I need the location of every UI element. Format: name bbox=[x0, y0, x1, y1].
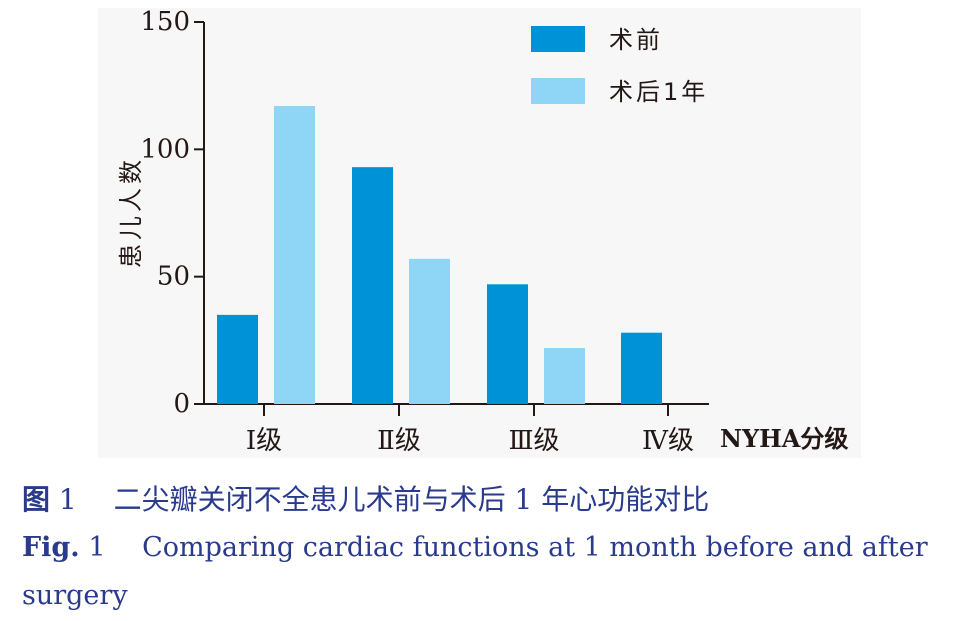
caption-en-text: Comparing cardiac functions at 1 month b… bbox=[22, 532, 928, 611]
caption-cn-text: 二尖瓣关闭不全患儿术前与术后 1 年心功能对比 bbox=[113, 483, 710, 516]
bar-preop-1 bbox=[352, 167, 393, 404]
bars bbox=[217, 106, 662, 404]
bar-preop-2 bbox=[487, 284, 528, 404]
bar-postop-2 bbox=[544, 347, 585, 404]
x-axis-label: NYHA分级 bbox=[720, 424, 848, 453]
caption-english: Fig. 1 Comparing cardiac functions at 1 … bbox=[22, 524, 952, 620]
figure-caption: 图 1 二尖瓣关闭不全患儿术前与术后 1 年心功能对比 Fig. 1 Compa… bbox=[22, 476, 952, 620]
caption-en-number: 1 bbox=[88, 532, 106, 563]
x-tick-label: Ⅱ级 bbox=[377, 426, 421, 456]
y-ticks: 0 50 100 150 bbox=[140, 7, 204, 419]
bar-postop-1 bbox=[409, 258, 450, 404]
bar-preop-3 bbox=[621, 332, 662, 404]
caption-en-label: Fig. bbox=[22, 532, 80, 563]
bar-preop-0 bbox=[217, 314, 258, 404]
x-tick-label: Ⅰ级 bbox=[246, 426, 282, 456]
y-tick-label: 100 bbox=[140, 134, 190, 164]
caption-cn-label: 图 bbox=[22, 483, 51, 516]
caption-cn-number: 1 bbox=[58, 483, 77, 516]
y-tick-label: 150 bbox=[140, 7, 190, 37]
legend-swatch bbox=[531, 26, 585, 52]
y-axis-label: 患儿人数 bbox=[117, 156, 145, 268]
y-tick-label: 50 bbox=[157, 262, 190, 292]
bar-postop-0 bbox=[274, 106, 315, 404]
legend-label: 术前 bbox=[609, 26, 663, 54]
x-ticks: Ⅰ级 Ⅱ级 Ⅲ级 Ⅳ级 bbox=[246, 404, 694, 456]
y-tick-label: 0 bbox=[173, 389, 190, 419]
x-tick-label: Ⅳ级 bbox=[642, 426, 694, 456]
x-tick-label: Ⅲ级 bbox=[508, 426, 559, 456]
legend-swatch bbox=[531, 78, 585, 104]
caption-chinese: 图 1 二尖瓣关闭不全患儿术前与术后 1 年心功能对比 bbox=[22, 476, 952, 524]
legend-label: 术后1年 bbox=[609, 78, 708, 106]
